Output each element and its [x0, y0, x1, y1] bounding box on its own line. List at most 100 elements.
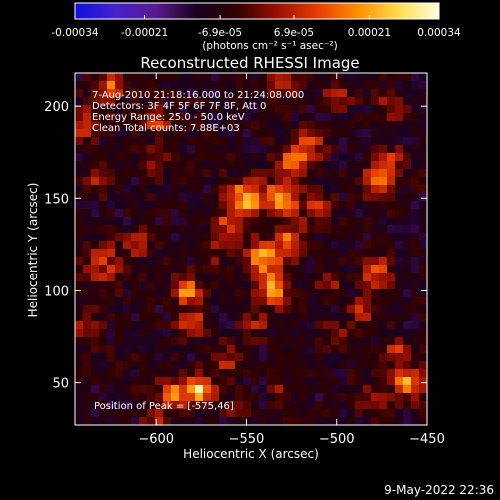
- heatmap-cell: [403, 137, 412, 146]
- heatmap-cell: [379, 113, 388, 122]
- heatmap-cell: [331, 289, 340, 298]
- heatmap-cell: [115, 169, 124, 178]
- heatmap-cell: [387, 81, 396, 90]
- heatmap-cell: [171, 129, 180, 138]
- heatmap-cell: [323, 409, 332, 418]
- heatmap-cell: [283, 217, 292, 226]
- heatmap-cell: [379, 217, 388, 226]
- heatmap-cell: [131, 249, 140, 258]
- heatmap-cell: [379, 249, 388, 258]
- heatmap-cell: [307, 345, 316, 354]
- plot-frame: [74, 72, 428, 426]
- heatmap-cell: [147, 153, 156, 162]
- heatmap-cell: [323, 337, 332, 346]
- heatmap-cell: [363, 81, 372, 90]
- heatmap-cell: [75, 329, 84, 338]
- heatmap-cell: [275, 401, 284, 410]
- heatmap-cell: [379, 137, 388, 146]
- heatmap-cell: [115, 233, 124, 242]
- heatmap-cell: [331, 385, 340, 394]
- heatmap-cell: [355, 225, 364, 234]
- heatmap-cell: [171, 273, 180, 282]
- heatmap-cell: [155, 385, 164, 394]
- heatmap-cell: [419, 113, 428, 122]
- heatmap-cell: [315, 417, 324, 426]
- heatmap-cell: [411, 153, 420, 162]
- heatmap-cell: [331, 409, 340, 418]
- heatmap-cell: [291, 225, 300, 234]
- heatmap-cell: [227, 281, 236, 290]
- heatmap-cell: [307, 361, 316, 370]
- heatmap-cell: [243, 233, 252, 242]
- heatmap-cell: [419, 385, 428, 394]
- heatmap-cell: [131, 385, 140, 394]
- heatmap-cell: [323, 105, 332, 114]
- heatmap-cell: [163, 105, 172, 114]
- heatmap-cell: [331, 305, 340, 314]
- heatmap-cell: [339, 401, 348, 410]
- heatmap-cell: [171, 385, 180, 394]
- heatmap-cell: [83, 337, 92, 346]
- heatmap-cell: [395, 281, 404, 290]
- heatmap-cell: [179, 73, 188, 82]
- heatmap-cell: [331, 145, 340, 154]
- heatmap-cell: [275, 177, 284, 186]
- heatmap-cell: [387, 145, 396, 154]
- heatmap-cell: [211, 225, 220, 234]
- heatmap-cell: [291, 369, 300, 378]
- heatmap-cell: [83, 241, 92, 250]
- heatmap-cell: [275, 161, 284, 170]
- heatmap-cell: [107, 177, 116, 186]
- heatmap-cell: [363, 281, 372, 290]
- heatmap-cell: [339, 209, 348, 218]
- heatmap-cell: [243, 401, 252, 410]
- heatmap-cell: [115, 177, 124, 186]
- heatmap-cell: [195, 225, 204, 234]
- heatmap-cell: [387, 233, 396, 242]
- heatmap-cell: [203, 225, 212, 234]
- heatmap-cell: [219, 361, 228, 370]
- heatmap-cell: [323, 273, 332, 282]
- heatmap-cell: [211, 305, 220, 314]
- heatmap-cell: [331, 73, 340, 82]
- heatmap-cell: [259, 73, 268, 82]
- heatmap-cell: [355, 305, 364, 314]
- heatmap-cell: [131, 137, 140, 146]
- heatmap-cell: [363, 129, 372, 138]
- heatmap-cell: [299, 177, 308, 186]
- heatmap-cell: [219, 393, 228, 402]
- heatmap-cell: [171, 369, 180, 378]
- heatmap-cell: [355, 361, 364, 370]
- heatmap-cell: [163, 145, 172, 154]
- heatmap-cell: [251, 201, 260, 210]
- heatmap-cell: [99, 353, 108, 362]
- heatmap-cell: [235, 273, 244, 282]
- heatmap-cell: [347, 361, 356, 370]
- heatmap-cell: [91, 185, 100, 194]
- heatmap-cell: [75, 73, 84, 82]
- heatmap-cell: [107, 417, 116, 426]
- heatmap-cell: [115, 113, 124, 122]
- heatmap-cell: [363, 257, 372, 266]
- heatmap-cell: [371, 137, 380, 146]
- colorbar-tick-label: 0.00034: [417, 27, 461, 39]
- heatmap-cell: [299, 129, 308, 138]
- heatmap-cell: [315, 273, 324, 282]
- heatmap-cell: [243, 377, 252, 386]
- heatmap-cell: [163, 313, 172, 322]
- x-tick-label: −500: [319, 432, 355, 447]
- heatmap-cell: [99, 73, 108, 82]
- heatmap-cell: [419, 369, 428, 378]
- heatmap-cell: [387, 265, 396, 274]
- heatmap-cell: [371, 169, 380, 178]
- heatmap-cell: [75, 337, 84, 346]
- heatmap-cell: [419, 353, 428, 362]
- heatmap-cell: [211, 193, 220, 202]
- heatmap-cell: [331, 401, 340, 410]
- heatmap-cell: [139, 305, 148, 314]
- heatmap-cell: [163, 185, 172, 194]
- heatmap-cell: [139, 369, 148, 378]
- heatmap-cell: [155, 417, 164, 426]
- heatmap-cell: [195, 249, 204, 258]
- heatmap-cell: [379, 289, 388, 298]
